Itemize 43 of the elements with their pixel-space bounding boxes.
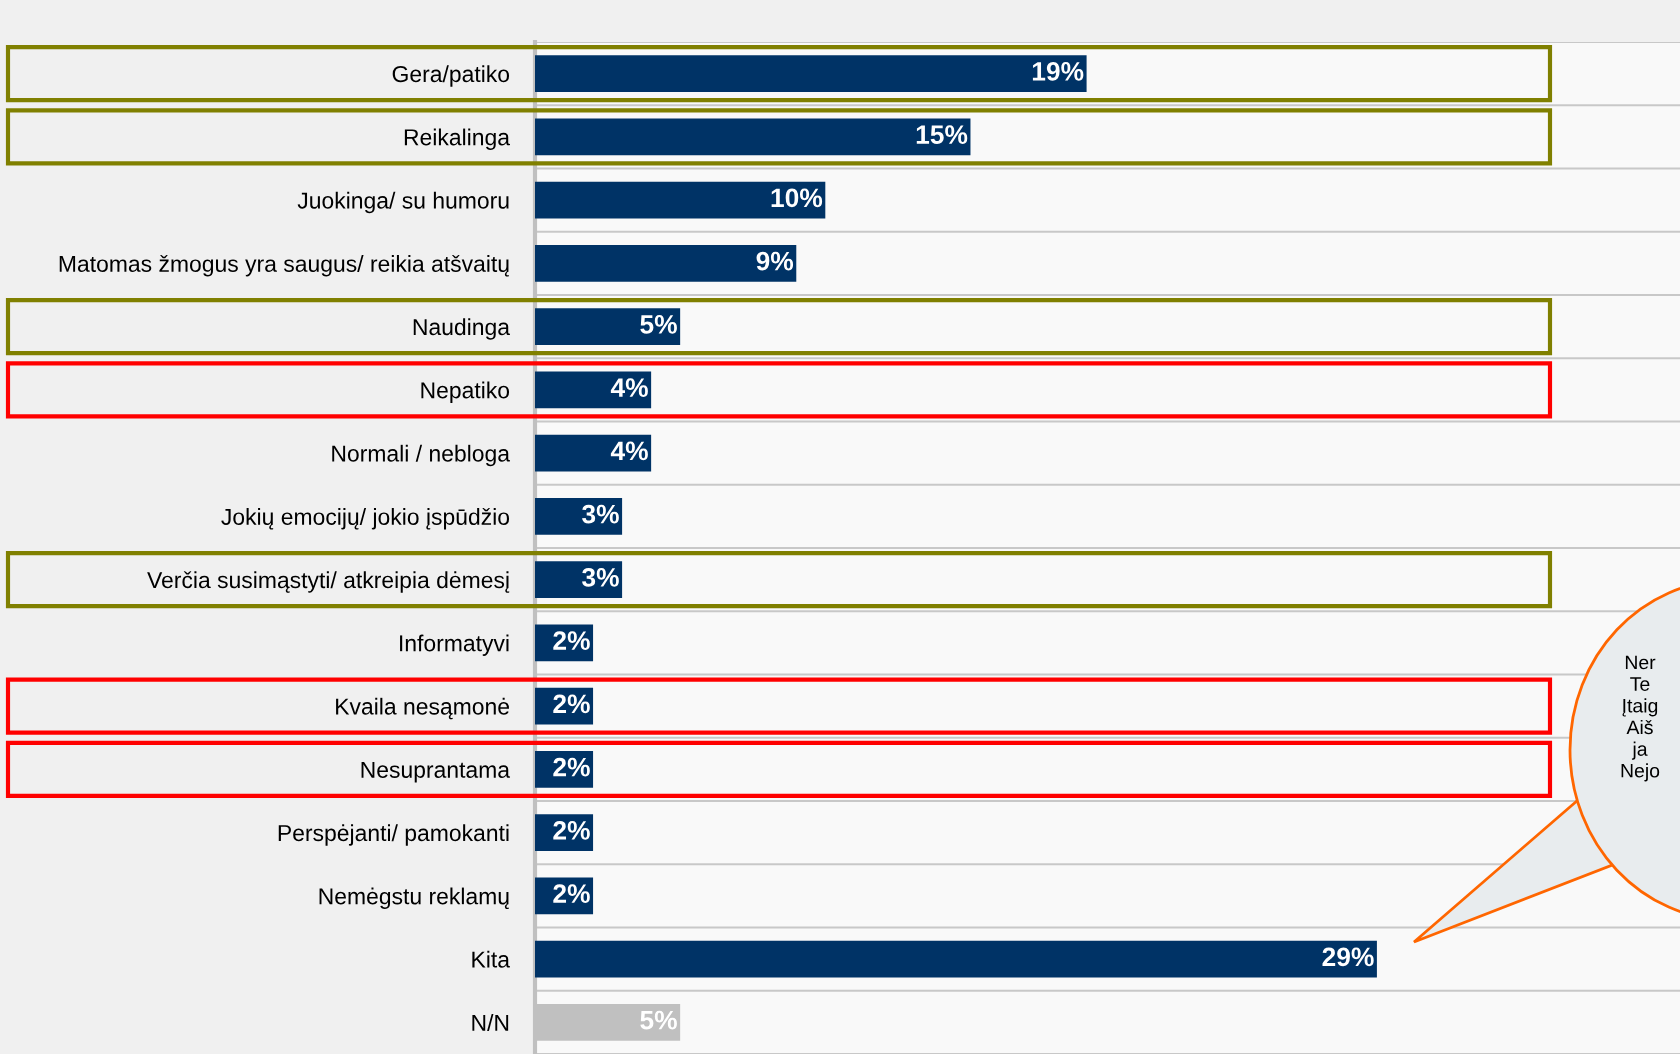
y-tick-label: N/N (472, 1014, 509, 1031)
bar (535, 561, 623, 598)
data-label: 2% (553, 821, 590, 840)
y-tick-label: Perspėjanti/ pamokanti (278, 824, 509, 846)
y-tick-label: Reikalinga (404, 128, 510, 150)
data-label: 5% (640, 1010, 677, 1030)
data-label: 3% (582, 568, 619, 587)
data-label: 2% (553, 884, 590, 903)
y-tick-label: Naudinga (413, 318, 511, 340)
y-tick-label: Nepatiko (421, 381, 510, 403)
y-tick-label: Kita (472, 950, 510, 968)
bar (535, 55, 1087, 92)
data-label: 2% (553, 694, 590, 714)
bar (535, 434, 652, 472)
data-label: 2% (553, 757, 590, 777)
bar (535, 245, 797, 282)
data-label: 3% (582, 504, 619, 524)
y-tick-label: Informatyvi (400, 634, 509, 656)
y-tick-label: Nesuprantama (361, 761, 511, 783)
data-label: 2% (553, 631, 590, 650)
data-label: 29% (1322, 947, 1374, 967)
bar (535, 181, 826, 219)
y-tick-label: Jokių emocijų/ jokio įspūdžio (221, 508, 510, 530)
data-label: 5% (640, 315, 677, 334)
y-tick-label: Nemėgstu reklamų (319, 887, 509, 909)
data-label: 10% (771, 188, 823, 208)
bar (535, 118, 971, 156)
bar (535, 308, 681, 345)
y-tick-label: Normali / nebloga (332, 444, 511, 467)
y-tick-label: Juokinga/ su humoru (297, 191, 509, 214)
y-tick-label: Verčia susimąstyti/ atkreipia dėmesį (147, 571, 510, 593)
data-label: 4% (610, 441, 648, 461)
text: Ner Te Įtaig Aiš ja Nejo (1621, 655, 1660, 782)
data-label: 19% (1032, 62, 1084, 81)
y-tick-label: Matomas žmogus yra saugus/ reikia atšvaitų (59, 255, 509, 277)
data-label: 9% (756, 251, 794, 271)
bar (535, 940, 1377, 978)
y-tick-label: Gera/patiko (392, 65, 510, 87)
data-label: 15% (916, 125, 968, 144)
data-label: 4% (610, 378, 648, 397)
bar (535, 498, 623, 535)
bar (535, 371, 652, 409)
y-tick-label: Kvaila nesąmonė (336, 697, 509, 720)
